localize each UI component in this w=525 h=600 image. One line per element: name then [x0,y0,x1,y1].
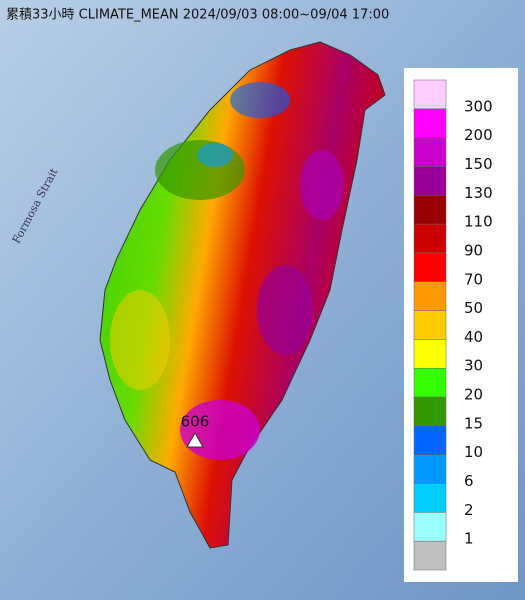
legend-swatch [413,339,447,369]
legend-label: 1 [464,530,474,548]
legend-label: 15 [464,414,483,432]
legend-swatch [413,454,447,484]
legend-swatch [413,195,447,225]
legend-label: 30 [464,357,483,375]
legend-swatch [413,108,447,138]
legend-swatch [413,367,447,398]
map-title: 累積33小時 CLIMATE_MEAN 2024/09/03 08:00~09/… [6,8,389,23]
legend-swatch [413,79,447,110]
max-label: 606 [181,413,210,431]
rain-zone [300,150,344,220]
legend-label: 300 [464,97,493,115]
legend-label: 110 [464,213,493,231]
legend-label: 40 [464,328,483,346]
legend-swatch [413,166,447,196]
legend-label: 90 [464,241,483,259]
rain-zone [110,290,170,390]
rain-zone [257,265,313,355]
legend-swatch [413,137,447,167]
legend-label: 70 [464,270,483,288]
legend-swatch [413,310,447,340]
legend-label: 130 [464,184,493,202]
legend-swatch [413,252,447,283]
legend-swatch [413,396,447,427]
legend-swatch [413,540,447,571]
legend-label: 20 [464,386,483,404]
legend-swatch [413,483,447,513]
legend-label: 2 [464,501,474,519]
rain-zone [197,143,233,167]
legend-swatch [413,223,447,254]
legend-label: 6 [464,472,474,490]
legend-label: 10 [464,443,483,461]
legend-label: 150 [464,155,493,173]
legend-label: 50 [464,299,483,317]
legend-swatch [413,512,447,542]
legend: 300 200 150 130 110 90 70 50 40 30 20 15 10 6 2 1 [404,68,518,582]
max-marker [186,431,204,448]
rain-zone [230,82,290,118]
legend-label: 200 [464,126,493,144]
legend-swatch [413,281,447,311]
legend-swatch [413,425,447,455]
